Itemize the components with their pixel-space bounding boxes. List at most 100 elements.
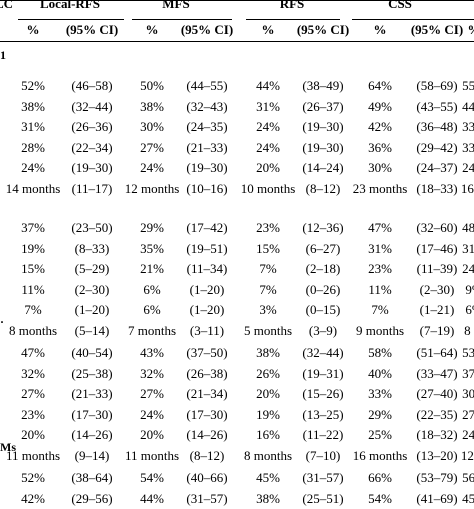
- table-cell: (32–44): [71, 98, 113, 114]
- table-cell: 44%: [256, 78, 280, 93]
- table-cell: 24%: [462, 261, 474, 276]
- table-row: 11 months (9–14) 11 months (8–12) 8 months (7…: [0, 448, 474, 466]
- table-cell: (32–43): [186, 98, 228, 114]
- table-cell: (19–30): [71, 160, 113, 175]
- table-row: 8 months (5–14) 7 months (3–11) 5 months (3–9…: [0, 323, 474, 341]
- table-row: 7% (1–20) 6% (1–20) 3% (0–15) 7% (1–21) 6%: [0, 302, 474, 320]
- table-cell: (0–15): [305, 302, 341, 317]
- table-cell: 42%: [21, 490, 45, 506]
- table-cell: (1–20): [189, 281, 225, 297]
- table-cell: 24%: [462, 160, 474, 175]
- table-cell: 45%: [462, 490, 474, 506]
- table-cell: (18–33): [416, 180, 458, 196]
- group-underline: [352, 19, 474, 20]
- table-row: 38% (32–44) 38% (32–43) 31% (26–37) 49% (43–55)…: [0, 99, 474, 117]
- table-cell: 29%: [368, 406, 392, 422]
- table-cell: (32–44): [302, 345, 344, 360]
- table-cell: 8 months: [8, 322, 58, 338]
- table-cell: (5–14): [74, 322, 110, 338]
- table-cell: 58%: [368, 345, 392, 360]
- table-cell: 29%: [140, 220, 164, 235]
- header-columns: %(95% CI)%(95% CI)%(95% CI)%(95% CI)%: [0, 22, 474, 40]
- table-cell: 54%: [368, 490, 392, 506]
- table-cell: (51–64): [416, 345, 458, 360]
- table-cell: 45%: [256, 470, 280, 485]
- table-row: 23% (17–30) 24% (17–30) 19% (13–25) 29% (22–35)…: [0, 407, 474, 425]
- table-row: 14 months (11–17) 12 months (10–16) 10 month…: [0, 181, 474, 199]
- table-cell: 24%: [140, 160, 164, 175]
- table-cell: 36%: [368, 139, 392, 155]
- table-cell: 31%: [368, 240, 392, 256]
- table-cell: 31%: [21, 119, 45, 134]
- table-cell: 24%: [256, 139, 280, 155]
- table-cell: 33%: [462, 119, 474, 134]
- table-cell: 27%: [140, 139, 164, 155]
- table-cell: (24–37): [416, 160, 458, 175]
- table-cell: 7%: [371, 302, 389, 317]
- table-cell: 38%: [21, 98, 45, 114]
- column-header: (95% CI): [410, 22, 464, 37]
- column-header: %: [26, 22, 40, 37]
- table-cell: 11 months: [124, 447, 180, 463]
- table-cell: (46–58): [71, 78, 113, 93]
- table-cell: 7%: [259, 281, 277, 297]
- table-cell: 9 months: [355, 322, 405, 338]
- table-row: 11% (2–30) 6% (1–20) 7% (0–26) 11% (2–30) 9%: [0, 282, 474, 300]
- table-cell: 11%: [21, 281, 45, 297]
- table-cell: (19–30): [302, 139, 344, 155]
- table-cell: (3–11): [189, 322, 225, 338]
- table-cell: (19–30): [302, 119, 344, 134]
- table-cell: 37%: [462, 365, 474, 381]
- table-cell: 20%: [140, 427, 164, 442]
- table-cell: 33%: [462, 139, 474, 155]
- table-cell: (36–48): [416, 119, 458, 134]
- table-cell: 12 m: [460, 447, 474, 463]
- table-cell: (26–36): [71, 119, 113, 134]
- group-underline: [18, 19, 124, 20]
- table-cell: (27–40): [416, 386, 458, 401]
- table-cell: 54%: [140, 470, 164, 485]
- table-cell: 53%: [462, 345, 474, 360]
- table-row: 28% (22–34) 27% (21–33) 24% (19–30) 36% (29–42)…: [0, 140, 474, 158]
- table-cell: 23%: [368, 261, 392, 276]
- table-cell: 44%: [140, 490, 164, 506]
- table-cell: 19%: [21, 240, 45, 256]
- table-cell: (43–55): [416, 98, 458, 114]
- table-cell: (18–32): [416, 427, 458, 442]
- table-cell: (21–33): [71, 386, 113, 401]
- section-label: Ms: [0, 440, 16, 454]
- table-cell: (58–69): [416, 78, 458, 93]
- table-cell: 38%: [140, 98, 164, 114]
- column-header: %: [261, 22, 275, 37]
- table-cell: (3–9): [308, 322, 338, 338]
- table-cell: (17–46): [416, 240, 458, 256]
- table-cell: 6%: [143, 281, 161, 297]
- table-cell: 8 months: [243, 447, 293, 463]
- table-cell: (29–42): [416, 139, 458, 155]
- table-cell: 43%: [140, 345, 164, 360]
- group-header: RFS: [279, 0, 305, 11]
- table-cell: (1–20): [74, 302, 110, 317]
- group-underline: [132, 19, 232, 20]
- table-cell: 24%: [462, 427, 474, 442]
- table-cell: (11–22): [302, 427, 344, 442]
- table-row: 19% (8–33) 35% (19–51) 15% (6–27) 31% (17–46) 31…: [0, 241, 474, 259]
- table-cell: (1–20): [189, 302, 225, 317]
- table-row: 52% (38–64) 54% (40–66) 45% (31–57) 66% (53–79)…: [0, 470, 474, 488]
- header-groups: LC Local-RFS MFS RFS CSS: [0, 0, 474, 14]
- table-cell: 64%: [368, 78, 392, 93]
- table-cell: (31–57): [302, 470, 344, 485]
- table-cell: 10 months: [240, 180, 296, 196]
- table-cell: 15%: [21, 261, 45, 276]
- table-cell: 6%: [465, 302, 474, 317]
- table-cell: 56%: [462, 470, 474, 485]
- table-row: 42% (29–56) 44% (31–57) 38% (25–51) 54% (41–69)…: [0, 491, 474, 509]
- table-cell: (11–17): [71, 180, 113, 196]
- table-cell: 38%: [256, 490, 280, 506]
- table-cell: 25%: [368, 427, 392, 442]
- table-cell: 7 months: [127, 322, 177, 338]
- table-cell: 37%: [21, 220, 45, 235]
- table-cell: 7%: [24, 302, 42, 317]
- table-cell: (22–35): [416, 406, 458, 422]
- table-cell: (2–18): [305, 261, 341, 276]
